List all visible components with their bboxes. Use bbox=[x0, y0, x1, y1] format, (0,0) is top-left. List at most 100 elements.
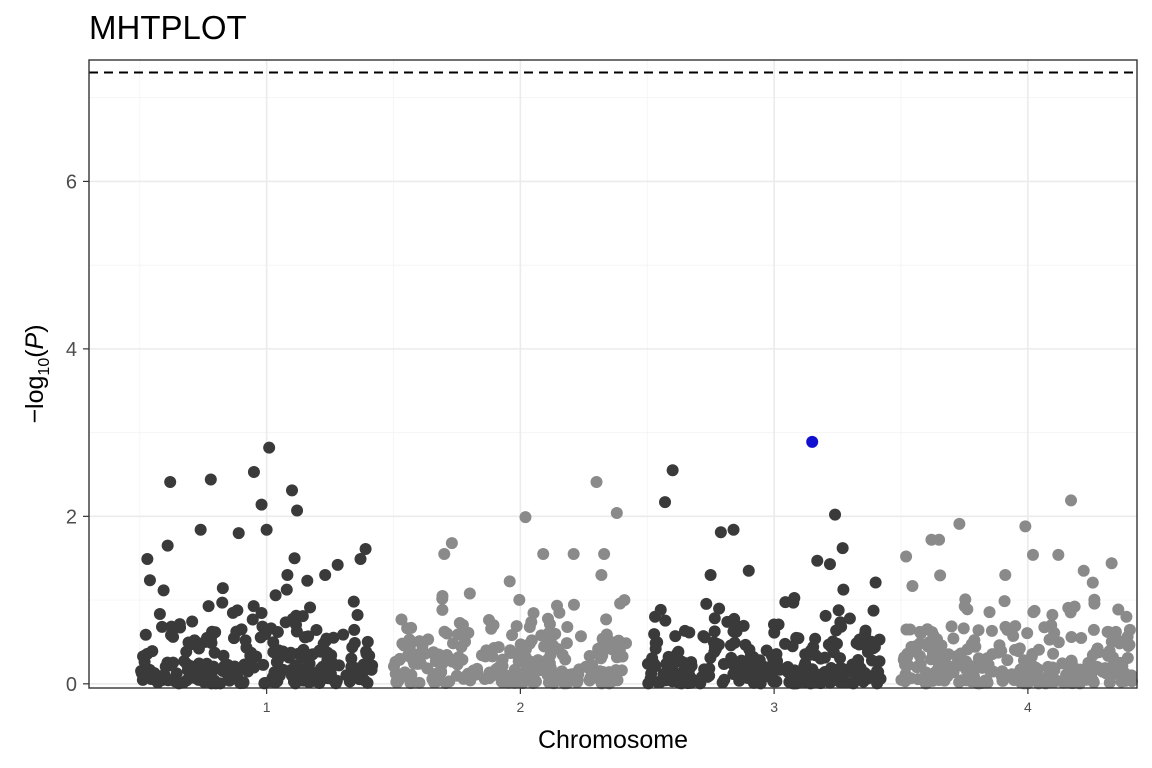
snp-point bbox=[354, 553, 367, 566]
snp-point bbox=[998, 595, 1011, 608]
data-points bbox=[135, 435, 1139, 690]
snp-point bbox=[158, 668, 171, 681]
snp-point bbox=[767, 618, 780, 631]
snp-point bbox=[525, 615, 538, 628]
snp-point bbox=[451, 658, 464, 671]
snp-point bbox=[714, 526, 727, 539]
snp-point bbox=[543, 657, 556, 670]
snp-point bbox=[814, 677, 827, 690]
snp-point bbox=[925, 533, 938, 546]
snp-point bbox=[414, 657, 427, 670]
snp-point bbox=[232, 527, 245, 540]
y-tick-label: 0 bbox=[66, 674, 77, 696]
snp-point bbox=[1088, 597, 1101, 610]
snp-point bbox=[945, 620, 958, 633]
snp-point bbox=[999, 568, 1012, 581]
snp-point bbox=[871, 677, 884, 690]
snp-point bbox=[1102, 648, 1115, 661]
x-tick-label: 4 bbox=[1024, 699, 1032, 715]
snp-point bbox=[164, 476, 177, 489]
snp-point bbox=[1052, 548, 1065, 561]
snp-point bbox=[906, 580, 919, 593]
snp-point bbox=[1110, 633, 1123, 646]
snp-point bbox=[654, 603, 667, 616]
snp-point bbox=[603, 666, 616, 679]
snp-point bbox=[141, 553, 154, 566]
x-tick-label: 1 bbox=[263, 699, 271, 715]
snp-point bbox=[525, 634, 538, 647]
snp-point bbox=[435, 665, 448, 678]
snp-point bbox=[669, 630, 682, 643]
snp-point bbox=[724, 639, 737, 652]
snp-point bbox=[227, 632, 240, 645]
snp-point bbox=[139, 628, 152, 641]
snp-point bbox=[202, 600, 215, 613]
snp-point bbox=[574, 630, 587, 643]
snp-point bbox=[395, 613, 408, 626]
snp-point bbox=[1048, 664, 1061, 677]
snp-point bbox=[310, 624, 323, 637]
snp-point bbox=[836, 542, 849, 555]
snp-point bbox=[357, 658, 370, 671]
snp-point bbox=[823, 558, 836, 571]
x-axis-title: Chromosome bbox=[538, 726, 688, 754]
snp-point bbox=[659, 614, 672, 627]
snp-point bbox=[961, 603, 974, 616]
snp-point bbox=[457, 672, 470, 685]
snp-point bbox=[492, 641, 505, 654]
y-axis: 0 2 4 6 bbox=[66, 171, 89, 696]
snp-point bbox=[269, 676, 282, 689]
snp-point bbox=[263, 441, 276, 454]
x-axis: 1 2 3 4 bbox=[263, 688, 1032, 715]
snp-point bbox=[247, 661, 260, 674]
snp-point bbox=[436, 590, 449, 603]
snp-point bbox=[708, 612, 721, 625]
snp-point bbox=[509, 647, 522, 660]
snp-point bbox=[612, 634, 625, 647]
snp-point bbox=[297, 643, 310, 656]
snp-point bbox=[793, 675, 806, 688]
y-tick-label: 2 bbox=[66, 506, 77, 528]
snp-point bbox=[287, 675, 300, 688]
y-axis-title-prefix: −log bbox=[21, 376, 49, 424]
gridlines bbox=[89, 60, 1137, 688]
y-tick-label: 6 bbox=[66, 171, 77, 193]
snp-point bbox=[811, 554, 824, 567]
snp-point bbox=[600, 613, 613, 626]
snp-point bbox=[549, 627, 562, 640]
snp-point bbox=[320, 632, 333, 645]
snp-point bbox=[257, 658, 270, 671]
snp-point bbox=[216, 582, 229, 595]
snp-point bbox=[1116, 659, 1129, 672]
snp-point bbox=[290, 618, 303, 631]
snp-point bbox=[167, 630, 180, 643]
snp-point bbox=[804, 644, 817, 657]
snp-point bbox=[194, 523, 207, 536]
snp-point bbox=[389, 655, 402, 668]
snp-point bbox=[209, 626, 222, 639]
snp-point bbox=[672, 645, 685, 658]
snp-point bbox=[728, 659, 741, 672]
snp-point bbox=[304, 601, 317, 614]
snp-point bbox=[413, 676, 426, 689]
snp-point bbox=[869, 576, 882, 589]
snp-point bbox=[503, 575, 516, 588]
snp-point bbox=[547, 639, 560, 652]
snp-point bbox=[837, 583, 850, 596]
snp-point bbox=[819, 609, 832, 622]
snp-point bbox=[739, 638, 752, 651]
snp-point bbox=[861, 642, 874, 655]
snp-point bbox=[495, 675, 508, 688]
snp-point bbox=[934, 569, 947, 582]
snp-point bbox=[579, 660, 592, 673]
snp-point bbox=[583, 649, 596, 662]
snp-point bbox=[1052, 636, 1065, 649]
snp-point bbox=[590, 476, 603, 489]
snp-point bbox=[483, 614, 496, 627]
y-axis-title-close: ) bbox=[21, 324, 49, 332]
snp-point bbox=[992, 646, 1005, 659]
snp-point bbox=[682, 668, 695, 681]
snp-point bbox=[770, 648, 783, 661]
snp-point bbox=[279, 616, 292, 629]
plot-panel-border bbox=[88, 59, 1138, 689]
